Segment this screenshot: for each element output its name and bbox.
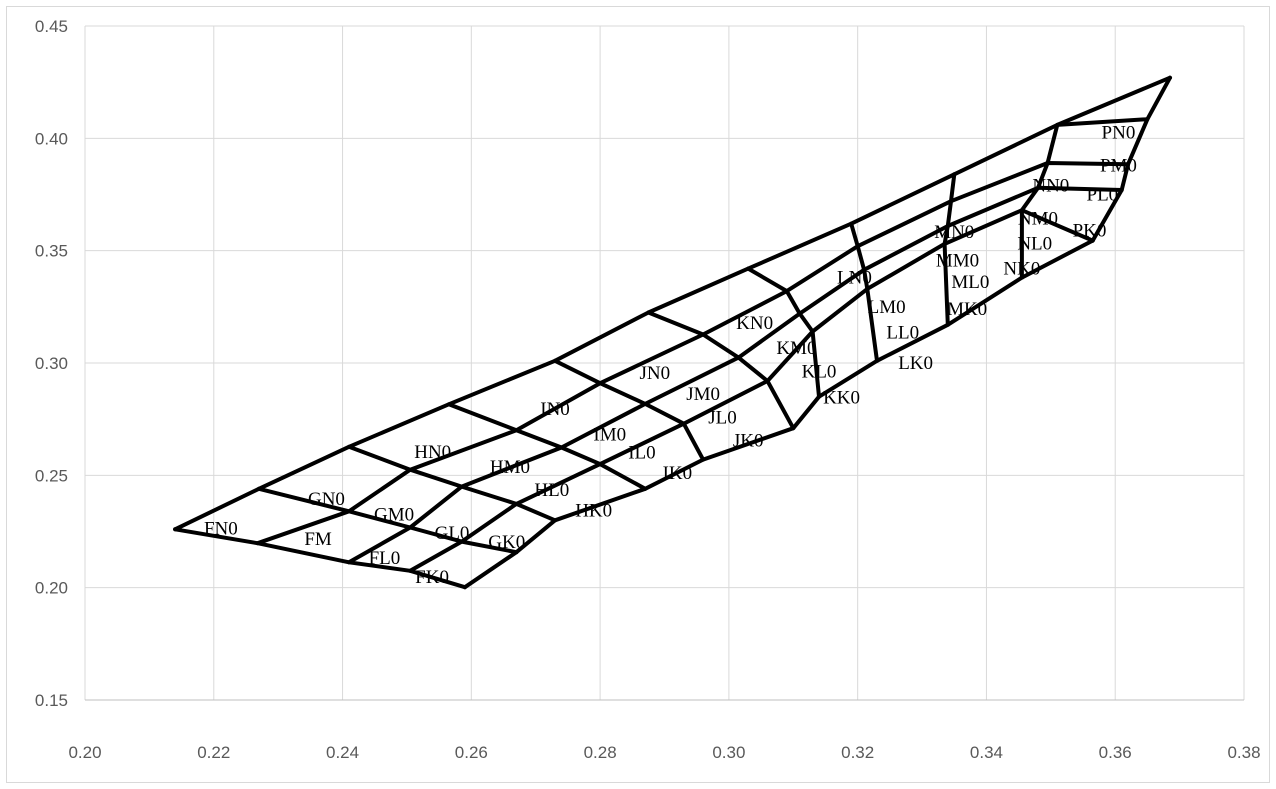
cell-label-im0: IM0: [593, 424, 626, 445]
x-tick-label-0.36: 0.36: [1099, 743, 1132, 762]
cell-label-gk0: GK0: [488, 532, 525, 553]
x-tick-label-0.34: 0.34: [970, 743, 1003, 762]
x-tick-label-0.26: 0.26: [455, 743, 488, 762]
cell-label-nn0: NN0: [1032, 176, 1069, 197]
cell-label-km0: KM0: [776, 338, 816, 359]
x-tick-label-0.22: 0.22: [197, 743, 230, 762]
cell-label-kl0: KL0: [802, 362, 837, 383]
y-tick-label-0.40: 0.40: [35, 129, 68, 148]
cell-label-pm0: PM0: [1100, 156, 1137, 177]
cell-label-mn0: MN0: [934, 222, 974, 243]
cell-label-ml0: ML0: [951, 272, 989, 293]
cell-label-il0: IL0: [628, 443, 655, 464]
cell-label-hn0: HN0: [414, 442, 451, 463]
cell-label-fl0: FL0: [369, 548, 401, 569]
cell-label-gm0: GM0: [374, 505, 414, 526]
y-tick-label-0.15: 0.15: [35, 691, 68, 710]
cell-label-nm0: NM0: [1018, 208, 1058, 229]
x-tick-label-0.24: 0.24: [326, 743, 359, 762]
mesh-column-p: [1019, 122, 1060, 280]
cell-label-ll0: LL0: [886, 322, 919, 343]
mesh-row-k: [408, 208, 1095, 573]
x-tick-label-0.28: 0.28: [584, 743, 617, 762]
mesh: [173, 75, 1172, 590]
mesh-top-tip: [1055, 75, 1172, 127]
cell-label-hm0: HM0: [490, 457, 530, 478]
cell-label-hk0: HK0: [575, 500, 612, 521]
cell-label-fm: FM: [304, 529, 332, 550]
cell-label-jk0: JK0: [733, 431, 764, 452]
mesh-row-m: [255, 161, 1131, 546]
mesh-row-l: [347, 185, 1124, 565]
x-tick-label-0.30: 0.30: [712, 743, 745, 762]
cell-label-nk0: NK0: [1003, 258, 1040, 279]
mesh-right-edge: [1090, 75, 1172, 243]
cell-label-gl0: GL0: [435, 523, 470, 544]
cell-label-kk0: KK0: [823, 387, 860, 408]
x-tick-label-0.38: 0.38: [1227, 743, 1260, 762]
cell-label-jl0: JL0: [708, 408, 737, 429]
cell-label-jn0: JN0: [640, 363, 671, 384]
y-tick-label-0.25: 0.25: [35, 466, 68, 485]
cell-label-hl0: HL0: [534, 480, 569, 501]
cell-label-fn0: FN0: [204, 518, 238, 539]
mesh-bottom-edge: [462, 238, 1095, 590]
cell-label-fk0: FK0: [415, 567, 449, 588]
y-tick-label-0.20: 0.20: [35, 579, 68, 598]
x-tick-label-0.20: 0.20: [68, 743, 101, 762]
cell-label-ik0: IK0: [663, 463, 693, 484]
cell-label-lk0: LK0: [898, 353, 933, 374]
cell-label-mm0: MM0: [936, 250, 979, 271]
x-tick-label-0.32: 0.32: [841, 743, 874, 762]
cell-label-nl0: NL0: [1017, 234, 1052, 255]
tick-labels: 0.20 0.22 0.24 0.26 0.28 0.30 0.32 0.34 0.36 0.38…: [35, 17, 1261, 762]
cell-label-pl0: PL0: [1087, 185, 1119, 206]
axes: [84, 26, 1244, 701]
gridlines: [85, 25, 1245, 700]
cell-label-ln0: LN0: [837, 267, 872, 288]
cell-label-kn0: KN0: [736, 313, 773, 334]
cell-label-gn0: GN0: [308, 489, 345, 510]
cell-label-jm0: JM0: [686, 384, 720, 405]
cell-label-pn0: PN0: [1102, 122, 1136, 143]
y-tick-label-0.30: 0.30: [35, 354, 68, 373]
y-tick-label-0.45: 0.45: [35, 17, 68, 36]
y-tick-label-0.35: 0.35: [35, 242, 68, 261]
cell-label-in0: IN0: [540, 399, 570, 420]
cell-label-lm0: LM0: [868, 297, 906, 318]
cell-label-mk0: MK0: [947, 299, 987, 320]
chart-frame: [6, 6, 1270, 783]
mesh-row-n: [173, 117, 1150, 532]
cell-label-pk0: PK0: [1073, 221, 1107, 242]
